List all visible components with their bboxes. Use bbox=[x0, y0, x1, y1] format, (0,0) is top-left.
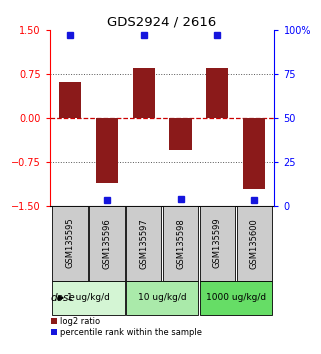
Bar bbox=[133, 68, 155, 118]
Text: GSM135596: GSM135596 bbox=[102, 218, 111, 268]
Text: 1000 ug/kg/d: 1000 ug/kg/d bbox=[206, 293, 266, 302]
Bar bbox=[126, 281, 198, 315]
Bar bbox=[243, 118, 265, 189]
Bar bbox=[237, 206, 272, 281]
Text: 10 ug/kg/d: 10 ug/kg/d bbox=[138, 293, 187, 302]
Title: GDS2924 / 2616: GDS2924 / 2616 bbox=[108, 16, 217, 29]
Text: 1 ug/kg/d: 1 ug/kg/d bbox=[67, 293, 110, 302]
Bar bbox=[89, 206, 125, 281]
Text: GSM135597: GSM135597 bbox=[139, 218, 148, 268]
Bar bbox=[206, 68, 229, 118]
Text: GSM135598: GSM135598 bbox=[176, 218, 185, 268]
Bar bbox=[169, 118, 192, 150]
Bar bbox=[163, 206, 198, 281]
Legend: log2 ratio, percentile rank within the sample: log2 ratio, percentile rank within the s… bbox=[48, 314, 205, 341]
Bar bbox=[52, 206, 88, 281]
Bar bbox=[200, 206, 235, 281]
Bar bbox=[59, 81, 81, 118]
Text: GSM135595: GSM135595 bbox=[65, 218, 74, 268]
Bar bbox=[126, 206, 161, 281]
Text: GSM135600: GSM135600 bbox=[250, 218, 259, 268]
Bar bbox=[52, 281, 125, 315]
Bar bbox=[96, 118, 118, 183]
Text: GSM135599: GSM135599 bbox=[213, 218, 222, 268]
Bar bbox=[200, 281, 272, 315]
Text: dose: dose bbox=[50, 293, 75, 303]
